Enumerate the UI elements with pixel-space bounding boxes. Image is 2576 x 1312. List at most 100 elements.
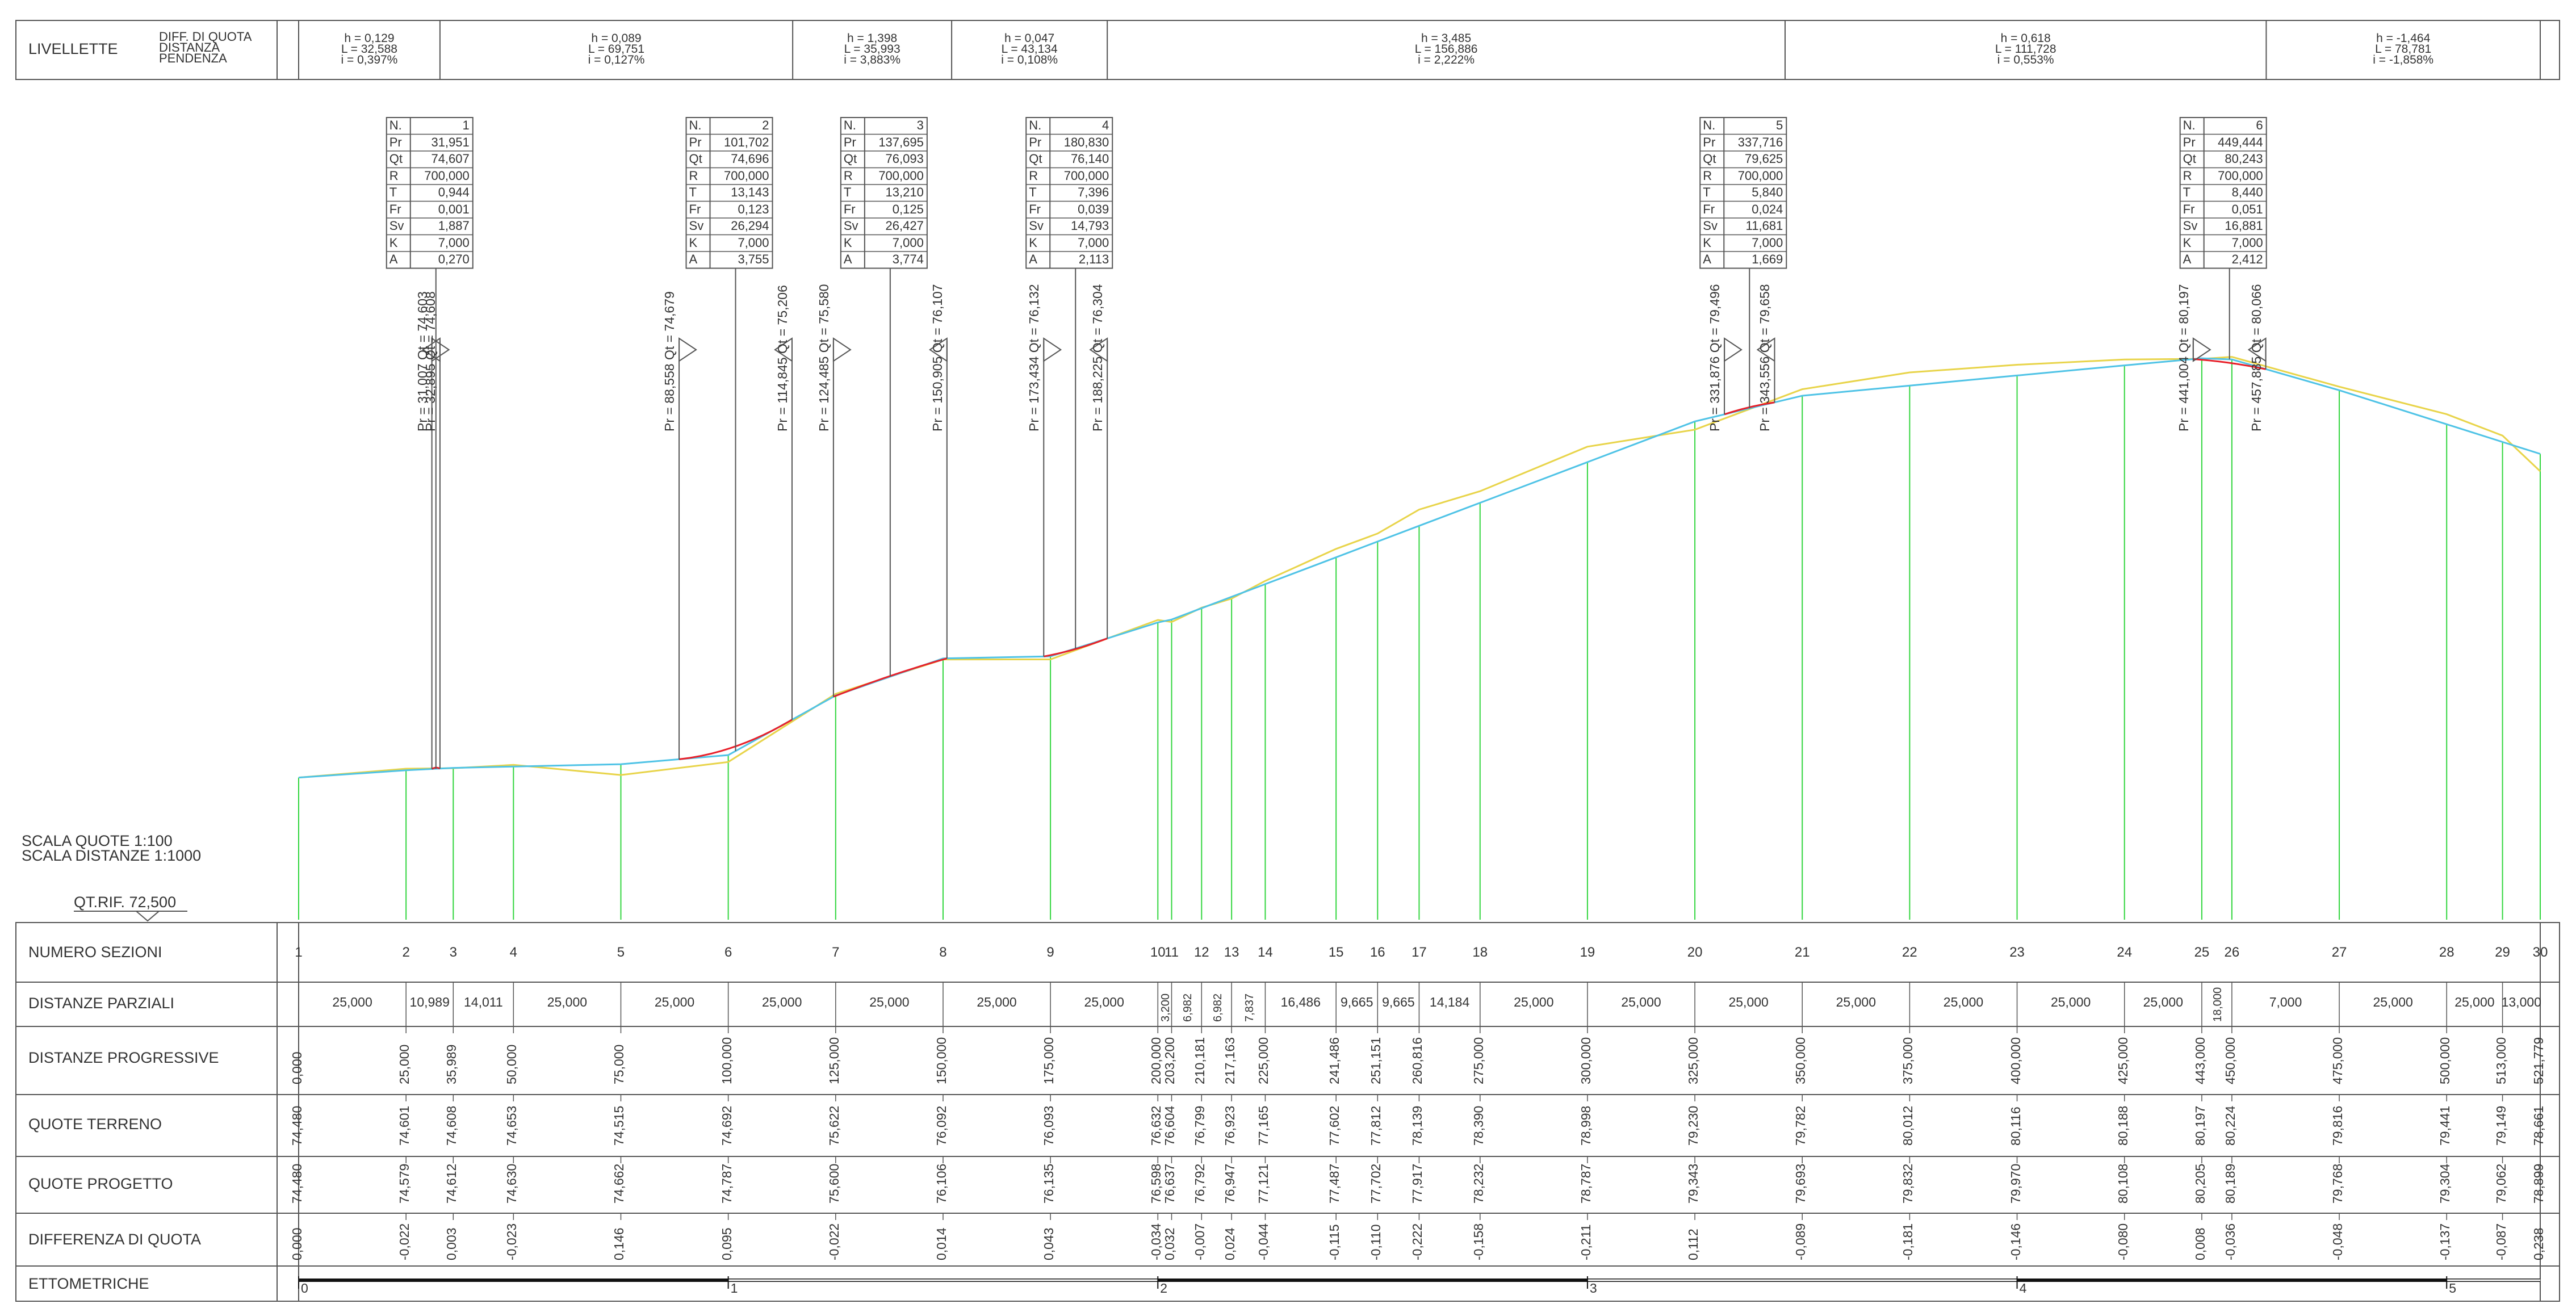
curve-table-3 bbox=[840, 117, 928, 269]
curve-2-label-K: K bbox=[689, 235, 698, 250]
section-number-26: 26 bbox=[2224, 945, 2240, 960]
parziale-28: 25,000 bbox=[2454, 995, 2495, 1009]
diff-4: -0,023 bbox=[504, 1223, 520, 1260]
curve-4-label-Fr: Fr bbox=[1029, 202, 1041, 216]
curve-4-label-K: K bbox=[1029, 235, 1037, 250]
livelletta-i-4: i = 0,108% bbox=[1001, 53, 1058, 66]
progetto-6: 74,787 bbox=[719, 1163, 734, 1204]
parziale-18: 25,000 bbox=[1514, 995, 1554, 1009]
section-number-18: 18 bbox=[1472, 945, 1488, 960]
diff-21: -0,089 bbox=[1793, 1223, 1808, 1260]
curve-5-label-Pr: Pr bbox=[1703, 135, 1716, 149]
curve-2-end-label: Pr = 114,845 Qt = 75,206 bbox=[774, 285, 790, 431]
progetto-29: 79,062 bbox=[2493, 1163, 2508, 1204]
diff-26: -0,036 bbox=[2222, 1223, 2238, 1260]
curve-5-start-label: Pr = 331,876 Qt = 79,496 bbox=[1707, 284, 1723, 431]
progetto-3: 74,612 bbox=[444, 1163, 459, 1204]
livelletta-i-2: i = 0,127% bbox=[588, 53, 645, 66]
curve-2-value-0: 2 bbox=[762, 118, 769, 132]
curve-3-value-3: 700,000 bbox=[878, 168, 924, 183]
curve-1-label-Qt: Qt bbox=[389, 152, 403, 166]
section-number-21: 21 bbox=[1794, 945, 1810, 960]
progetto-30: 78,899 bbox=[2531, 1163, 2546, 1204]
curve-5-label-K: K bbox=[1703, 235, 1711, 250]
livelletta-h-5: h = 3,485 bbox=[1421, 32, 1472, 45]
prog-15: 241,486 bbox=[1327, 1037, 1342, 1084]
curve-1-label-A: A bbox=[389, 252, 398, 266]
section-number-7: 7 bbox=[832, 945, 840, 960]
section-number-12: 12 bbox=[1193, 945, 1209, 960]
curve-4-start-label: Pr = 173,434 Qt = 76,132 bbox=[1027, 284, 1042, 431]
section-number-22: 22 bbox=[1902, 945, 1917, 960]
parziale-11: 6,982 bbox=[1181, 993, 1194, 1022]
livellette-frame bbox=[15, 20, 2560, 80]
parziale-25: 18,000 bbox=[2211, 987, 2225, 1022]
diff-30: 0,238 bbox=[2531, 1227, 2546, 1260]
curve-3-value-0: 3 bbox=[916, 118, 924, 132]
section-number-27: 27 bbox=[2331, 945, 2347, 960]
curve-3-label-K: K bbox=[843, 235, 852, 250]
parziale-13: 7,837 bbox=[1243, 993, 1256, 1022]
curve-3-end-label: Pr = 150,905 Qt = 76,107 bbox=[929, 284, 945, 431]
parziale-4: 25,000 bbox=[547, 995, 588, 1009]
curve-2-label-R: R bbox=[689, 168, 698, 183]
curve-6-value-0: 6 bbox=[2256, 118, 2263, 132]
livellette-sub-dist: DISTANZA bbox=[159, 40, 220, 55]
livellette-sub-pend: PENDENZA bbox=[159, 51, 227, 65]
vertical-curve-4 bbox=[1044, 638, 1108, 657]
section-rows bbox=[298, 982, 2541, 1289]
progetto-20: 79,343 bbox=[1686, 1163, 1701, 1204]
curve-2-label-T: T bbox=[689, 185, 697, 199]
terreno-18: 78,390 bbox=[1471, 1105, 1486, 1146]
curve-6-value-2: 80,243 bbox=[2225, 152, 2263, 166]
table-frames bbox=[15, 20, 2560, 1302]
curve-2-value-3: 700,000 bbox=[723, 168, 769, 183]
section-number-28: 28 bbox=[2439, 945, 2454, 960]
curve-3-label-T: T bbox=[843, 185, 852, 199]
prog-11: 203,200 bbox=[1162, 1037, 1178, 1084]
prog-26: 450,000 bbox=[2222, 1037, 2238, 1084]
curve-4-label-Sv: Sv bbox=[1029, 219, 1044, 233]
livelletta-h-4: h = 0,047 bbox=[1004, 32, 1055, 45]
terreno-27: 79,816 bbox=[2330, 1105, 2345, 1146]
curve-end-flag-3 bbox=[929, 337, 948, 362]
curve-5-value-4: 5,840 bbox=[1752, 185, 1783, 199]
progetto-13: 76,947 bbox=[1222, 1163, 1238, 1204]
curve-1-value-4: 0,944 bbox=[438, 185, 470, 199]
curve-5-value-2: 79,625 bbox=[1745, 152, 1783, 166]
qt-rif: QT.RIF. 72,500 bbox=[74, 894, 177, 911]
section-number-10: 10 bbox=[1150, 945, 1166, 960]
curve-start-flag-3 bbox=[832, 337, 852, 362]
prog-24: 425,000 bbox=[2115, 1037, 2130, 1084]
section-number-1: 1 bbox=[295, 945, 303, 960]
diff-14: -0,044 bbox=[1256, 1223, 1271, 1260]
progetto-27: 79,768 bbox=[2330, 1163, 2345, 1204]
curve-table-5 bbox=[1699, 117, 1787, 269]
terreno-17: 78,139 bbox=[1410, 1105, 1425, 1146]
curve-4-value-8: 2,113 bbox=[1078, 252, 1109, 266]
livelletta-L-2: L = 69,751 bbox=[588, 43, 645, 56]
curve-table-1 bbox=[386, 117, 474, 269]
curve-4-value-1: 180,830 bbox=[1063, 135, 1109, 149]
prog-25: 443,000 bbox=[2192, 1037, 2208, 1084]
project-line bbox=[298, 357, 2541, 779]
curve-4-value-6: 14,793 bbox=[1070, 219, 1109, 233]
curve-6-value-6: 16,881 bbox=[2225, 219, 2263, 233]
prog-9: 175,000 bbox=[1041, 1037, 1057, 1084]
diff-25: 0,008 bbox=[2192, 1227, 2208, 1260]
livelletta-L-1: L = 32,588 bbox=[341, 43, 397, 56]
curve-6-start-label: Pr = 441,004 Qt = 80,197 bbox=[2176, 284, 2191, 431]
curve-6-label-K: K bbox=[2183, 235, 2192, 250]
curve-6-label-Pr: Pr bbox=[2183, 135, 2196, 149]
curve-4-value-0: 4 bbox=[1101, 118, 1109, 132]
curve-6-label-Qt: Qt bbox=[2183, 152, 2196, 166]
parziale-23: 25,000 bbox=[2050, 995, 2091, 1009]
curve-1-value-2: 74,607 bbox=[431, 152, 470, 166]
progetto-22: 79,832 bbox=[1900, 1163, 1916, 1204]
ettometrica-5: 5 bbox=[2449, 1281, 2456, 1296]
livelletta-L-3: L = 35,993 bbox=[844, 43, 900, 56]
curve-6-label-R: R bbox=[2183, 168, 2192, 183]
section-number-29: 29 bbox=[2495, 945, 2510, 960]
ettometrica-3: 3 bbox=[1589, 1281, 1597, 1296]
